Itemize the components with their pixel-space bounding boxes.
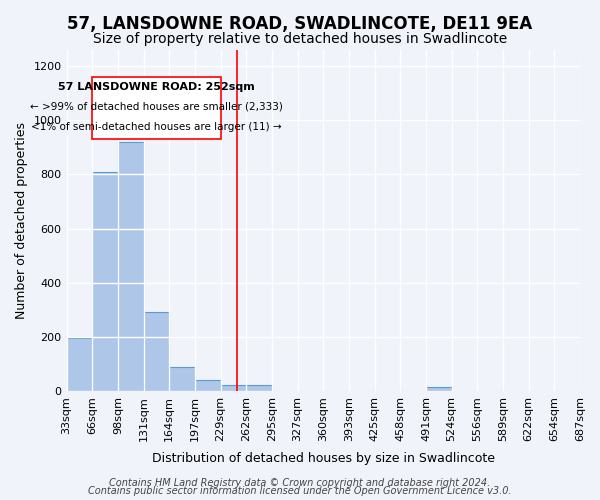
Bar: [426, 387, 452, 391]
Text: 57, LANSDOWNE ROAD, SWADLINCOTE, DE11 9EA: 57, LANSDOWNE ROAD, SWADLINCOTE, DE11 9E…: [67, 15, 533, 33]
FancyBboxPatch shape: [92, 77, 221, 140]
Bar: [143, 312, 169, 391]
Bar: [246, 386, 272, 391]
Bar: [221, 385, 246, 391]
Bar: [169, 366, 195, 391]
Text: Contains HM Land Registry data © Crown copyright and database right 2024.: Contains HM Land Registry data © Crown c…: [109, 478, 491, 488]
Text: ← >99% of detached houses are smaller (2,333): ← >99% of detached houses are smaller (2…: [30, 102, 283, 112]
Bar: [67, 338, 92, 391]
X-axis label: Distribution of detached houses by size in Swadlincote: Distribution of detached houses by size …: [152, 452, 495, 465]
Y-axis label: Number of detached properties: Number of detached properties: [15, 122, 28, 319]
Bar: [92, 172, 118, 391]
Text: 57 LANSDOWNE ROAD: 252sqm: 57 LANSDOWNE ROAD: 252sqm: [58, 82, 255, 92]
Text: Contains public sector information licensed under the Open Government Licence v3: Contains public sector information licen…: [88, 486, 512, 496]
Bar: [195, 380, 221, 391]
Bar: [118, 142, 143, 391]
Text: Size of property relative to detached houses in Swadlincote: Size of property relative to detached ho…: [93, 32, 507, 46]
Text: <1% of semi-detached houses are larger (11) →: <1% of semi-detached houses are larger (…: [31, 122, 282, 132]
